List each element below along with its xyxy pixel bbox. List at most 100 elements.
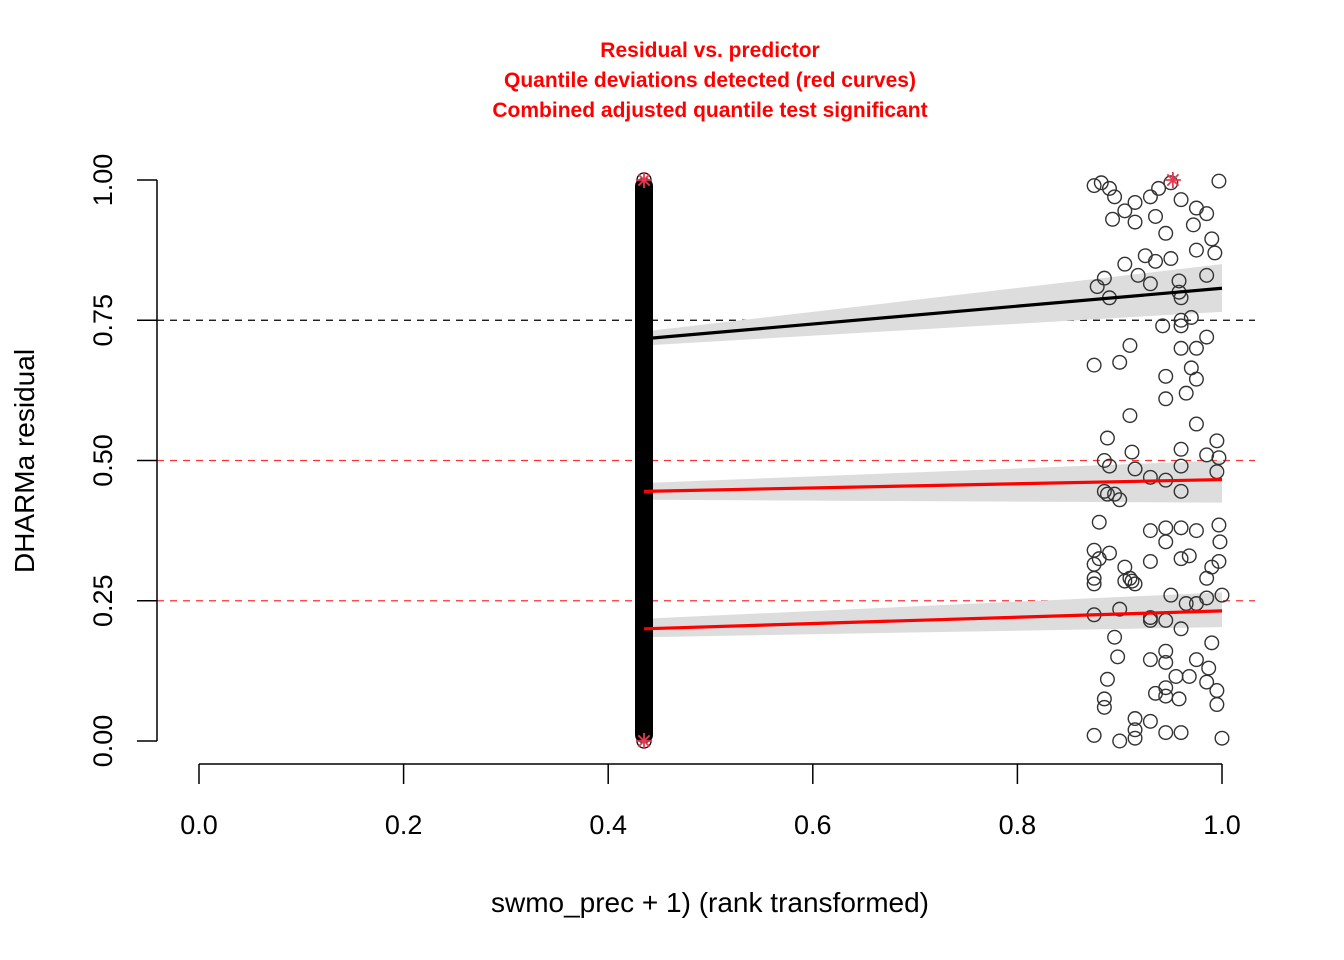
residual-point	[1173, 520, 1189, 536]
x-axis-label: swmo_prec + 1) (rank transformed)	[491, 887, 929, 918]
quantile-fit-lines	[643, 286, 1223, 631]
residual-point	[1086, 576, 1102, 592]
residual-point	[1112, 601, 1128, 617]
residual-point	[1107, 629, 1123, 645]
chart-title-line-1: Residual vs. predictor	[600, 39, 820, 62]
residual-point	[1122, 337, 1138, 353]
residual-point	[1163, 175, 1179, 191]
quantile-fit-line-1	[643, 477, 1223, 493]
residual-point	[1188, 416, 1204, 432]
residual-point	[1101, 180, 1117, 196]
residual-point	[1148, 253, 1164, 269]
residual-point	[1101, 458, 1117, 474]
residual-point	[1185, 217, 1201, 233]
residual-point	[1086, 727, 1102, 743]
residual-point	[1091, 514, 1107, 530]
residual-point	[1107, 189, 1123, 205]
residual-point	[1158, 725, 1174, 741]
residual-point	[1209, 697, 1225, 713]
residual-point	[1211, 173, 1227, 189]
x-tick-label: 1.0	[1203, 810, 1241, 840]
residual-point	[1137, 248, 1153, 264]
residual-point	[1211, 553, 1227, 569]
cluster-point	[636, 602, 652, 618]
residual-point	[1112, 733, 1128, 749]
cluster-point	[636, 387, 652, 403]
residual-point	[1207, 245, 1223, 261]
residual-point	[1112, 354, 1128, 370]
y-axis-label: DHARMa residual	[9, 349, 40, 573]
y-tick-label: 0.50	[88, 434, 118, 487]
chart-title-line-3: Combined adjusted quantile test signific…	[492, 99, 928, 122]
residual-point	[1142, 652, 1158, 668]
residual-point	[1142, 553, 1158, 569]
cluster-point	[636, 415, 652, 431]
cluster-point	[636, 293, 652, 310]
residual-point	[1173, 340, 1189, 356]
residual-point	[1096, 691, 1112, 707]
cluster-point	[636, 349, 652, 366]
cluster-point	[636, 574, 652, 590]
cluster-point	[636, 396, 652, 413]
residual-point	[1211, 450, 1227, 466]
residual-point	[1173, 458, 1189, 474]
y-tick-label: 1.00	[88, 154, 118, 207]
x-tick-label: 0.4	[589, 810, 627, 840]
cluster-point	[636, 565, 652, 581]
cluster-point	[636, 667, 652, 684]
confidence-band-1	[644, 460, 1222, 503]
cluster-point	[636, 686, 652, 702]
cluster-point	[636, 546, 652, 562]
cluster-point	[636, 406, 652, 422]
residual-point	[1188, 340, 1204, 356]
residual-point	[1173, 551, 1189, 567]
residual-point	[1122, 408, 1138, 424]
residual-point	[1188, 652, 1204, 668]
outlier-marker	[636, 172, 653, 188]
residual-point	[1148, 208, 1164, 224]
residual-point	[1199, 447, 1215, 463]
cluster-point	[636, 256, 652, 272]
residual-point	[1107, 486, 1123, 502]
residual-point	[1188, 371, 1204, 387]
cluster-point	[636, 312, 652, 328]
residual-point	[1151, 180, 1167, 196]
vertical-cluster-bar	[635, 178, 654, 743]
residual-point	[1181, 668, 1197, 684]
residual-point	[1127, 461, 1143, 477]
x-tick-label: 0.6	[794, 810, 832, 840]
cluster-point	[636, 480, 652, 497]
cluster-point	[636, 527, 652, 543]
residual-point	[1158, 391, 1174, 407]
residual-point	[1096, 453, 1112, 469]
residual-point	[1173, 192, 1189, 208]
residual-point	[1204, 231, 1220, 247]
residual-point	[1158, 680, 1174, 696]
residual-point	[1155, 318, 1171, 334]
cluster-point	[636, 555, 652, 571]
cluster-point	[636, 340, 652, 356]
residual-point	[1168, 668, 1184, 684]
cluster-point	[636, 537, 652, 553]
cluster-point	[636, 695, 652, 712]
residual-point	[1158, 520, 1174, 536]
x-tick-label: 0.0	[180, 810, 218, 840]
residual-point	[1181, 548, 1197, 564]
residual-point	[1173, 441, 1189, 457]
residual-point	[1093, 175, 1109, 191]
outlier-marker	[1164, 172, 1181, 188]
residual-point	[1127, 730, 1143, 746]
residual-point	[1127, 194, 1143, 210]
residual-point	[1127, 576, 1143, 592]
residual-point	[1209, 683, 1225, 699]
quantile-fit-line-0	[643, 286, 1223, 341]
residual-point	[1188, 200, 1204, 216]
residual-point	[1117, 203, 1133, 219]
residual-point	[1158, 225, 1174, 241]
residual-point	[1173, 318, 1189, 334]
residual-point	[1211, 517, 1227, 533]
residual-point	[1158, 643, 1174, 659]
residual-point	[1171, 691, 1187, 707]
residual-point	[1099, 486, 1115, 502]
